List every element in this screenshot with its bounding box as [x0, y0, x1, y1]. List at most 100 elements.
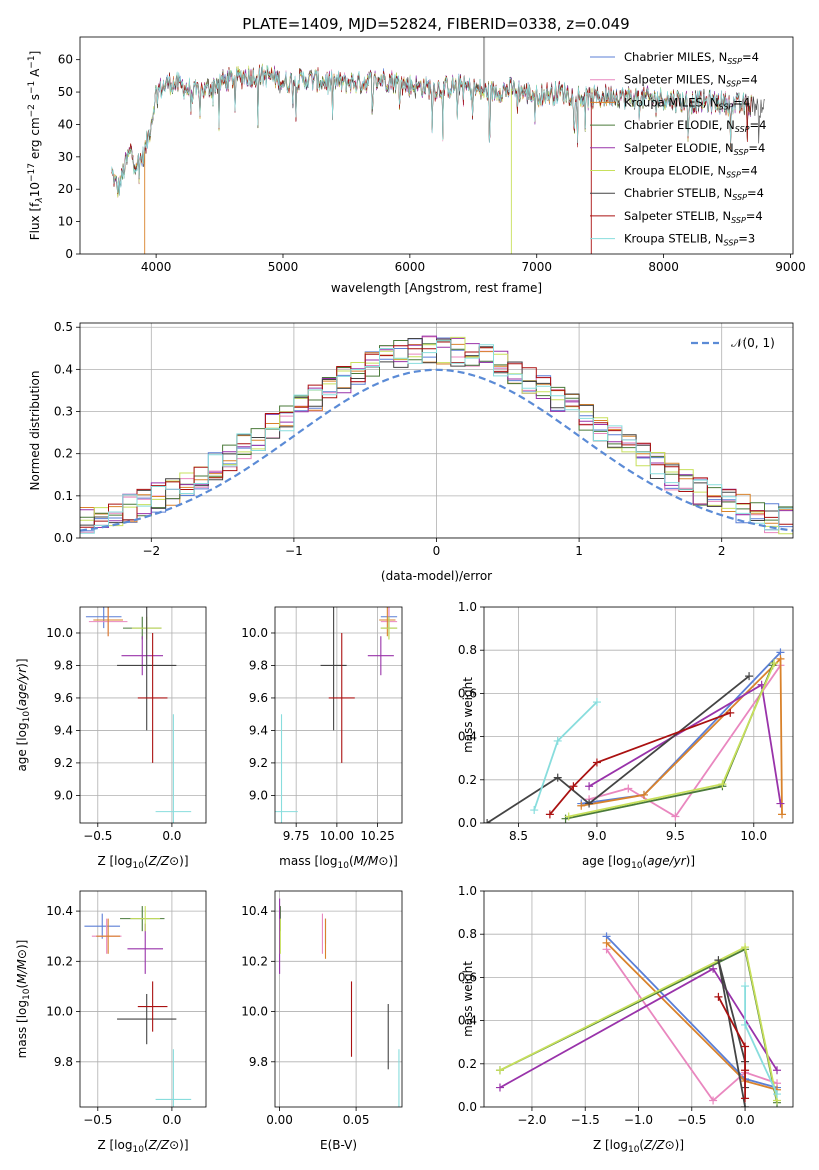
ticks: −2.0 −1.5 −1.0 −0.5 0.0 0.0 0.2 0.4 0.6 0.8 1.0	[458, 884, 755, 1127]
weight-series-kroupa-stelib	[741, 982, 782, 1099]
ticks: 9.75 10.00 10.25 9.0 9.2 9.4 9.6 9.8 10.0	[241, 626, 394, 843]
weight-point	[564, 812, 573, 821]
y-tick-label: 10.4	[46, 904, 73, 918]
plot-spectrum: 4000 5000 6000 7000 8000 9000 0 10 20 30 40 50 60 wav…	[27, 36, 806, 295]
ticks: −2 −1 0 1 2 0.0 0.1 0.2 0.3 0.4 0.5	[54, 320, 726, 558]
legend-entry: Salpeter ELODIE, NSSP=4	[624, 141, 765, 157]
y-axis-label: mass [log10(M/M⊙)]	[15, 940, 32, 1059]
y-tick-label: 9.6	[249, 691, 268, 705]
y-tick-label: 10.0	[241, 626, 268, 640]
x-axis-label: Z [log10(Z/Z⊙)]	[97, 854, 188, 871]
errorbar-chabrier-stelib	[320, 607, 347, 731]
weight-point	[530, 806, 539, 815]
legend: Chabrier MILES, NSSP=4 Salpeter MILES, NS…	[590, 50, 766, 248]
y-tick-label: 0.0	[458, 816, 477, 830]
x-axis-label: (data-model)/error	[381, 569, 492, 583]
weight-point	[741, 982, 750, 991]
weight-point	[592, 698, 601, 707]
x-tick-label: 0.0	[736, 1113, 755, 1127]
y-tick-label: 60	[58, 53, 73, 67]
x-tick-label: −0.5	[83, 1113, 112, 1127]
x-tick-label: 0.0	[162, 1113, 181, 1127]
x-axis-label: E(B-V)	[320, 1138, 357, 1152]
weight-point	[726, 708, 735, 717]
plot-area	[80, 607, 206, 823]
weight-point	[741, 1094, 750, 1103]
plot-area	[80, 891, 206, 1107]
weight-line	[717, 996, 746, 1099]
weight-point	[741, 943, 750, 952]
x-axis-label: mass [log10(M/M⊙)]	[279, 854, 398, 871]
plot-age-vs-mass: 9.75 10.00 10.25 9.0 9.2 9.4 9.6 9.8 10.0 mass [l…	[241, 606, 403, 871]
x-tick-label: 0.00	[266, 1113, 293, 1127]
x-tick-label: −0.5	[677, 1113, 706, 1127]
weight-point	[741, 1103, 750, 1107]
weight-point	[773, 1066, 782, 1075]
weight-point	[671, 812, 680, 821]
weight-point	[553, 773, 562, 782]
normal-curve	[80, 368, 793, 532]
weight-point	[639, 790, 648, 799]
weight-point	[770, 659, 779, 668]
x-tick-label: 2	[718, 544, 726, 558]
weight-point	[484, 819, 492, 823]
weight-point	[714, 956, 723, 965]
y-tick-label: 0.4	[458, 730, 477, 744]
weight-point	[495, 1066, 504, 1075]
weight-point	[495, 1083, 504, 1092]
plot-area	[275, 891, 402, 1107]
y-tick-label: 0.8	[458, 927, 477, 941]
axes-frame	[483, 606, 794, 824]
y-tick-label: 10	[58, 215, 73, 229]
weight-series-salpeter-miles	[602, 945, 782, 1105]
errorbar-salpeter-elodie	[121, 636, 164, 676]
x-axis-label: age [log10(age/yr)]	[582, 854, 695, 871]
plot-residuals: −2 −1 0 1 2 0.0 0.1 0.2 0.3 0.4 0.5 (data-model)/er…	[28, 320, 794, 583]
y-tick-label: 10.0	[241, 1005, 268, 1019]
weight-point	[718, 780, 727, 789]
x-tick-label: 0.05	[343, 1113, 370, 1127]
ticks: 4000 5000 6000 7000 8000 9000 0 10 20 30 40 50 60	[58, 53, 806, 274]
x-tick-label: 7000	[521, 260, 552, 274]
y-tick-label: 9.8	[54, 658, 73, 672]
y-tick-label: 1.0	[458, 600, 477, 614]
y-tick-label: 9.8	[249, 658, 268, 672]
y-tick-label: 0.2	[458, 773, 477, 787]
axes-frame	[274, 890, 403, 1108]
errorbar-kroupa-stelib	[155, 714, 192, 823]
y-tick-label: 9.8	[54, 1055, 73, 1069]
ticks: −0.5 0.0 9.0 9.2 9.4 9.6 9.8 10.0	[46, 626, 181, 843]
y-tick-label: 0.6	[458, 970, 477, 984]
weight-line	[605, 948, 778, 1102]
axes-border	[79, 36, 794, 255]
x-tick-label: 0	[433, 544, 441, 558]
y-tick-label: 9.0	[54, 788, 73, 802]
y-tick-label: 0.3	[54, 405, 73, 419]
y-tick-label: 40	[58, 117, 73, 131]
weight-line	[568, 662, 776, 818]
spectrum-line-kroupa-stelib	[111, 64, 747, 195]
plot-mass-vs-Z: −0.5 0.0 9.8 10.0 10.2 10.4 Z [log10(Z/Z⊙)] mas…	[15, 890, 207, 1155]
axes-frame	[79, 606, 207, 824]
legend-entry: Kroupa STELIB, NSSP=3	[624, 232, 755, 248]
weight-line	[581, 656, 783, 815]
weight-point	[776, 654, 785, 663]
weight-point	[585, 799, 594, 808]
axes-frame	[79, 890, 207, 1108]
y-tick-label: 0.0	[54, 531, 73, 545]
plot-weight-vs-Z: −2.0 −1.5 −1.0 −0.5 0.0 0.0 0.2 0.4 0.6 0.8 1.0 Z […	[458, 884, 794, 1155]
y-tick-label: 9.6	[54, 691, 73, 705]
legend-entry: Kroupa ELODIE, NSSP=4	[624, 164, 758, 180]
y-tick-label: 0.4	[458, 1014, 477, 1028]
x-tick-label: −2	[142, 544, 160, 558]
y-tick-label: 0.8	[458, 643, 477, 657]
weight-line	[588, 664, 782, 818]
weight-point	[714, 992, 723, 1001]
weight-series-chabrier-stelib	[484, 672, 754, 823]
weight-line	[581, 651, 782, 805]
y-tick-label: 0.6	[458, 686, 477, 700]
x-axis-label: wavelength [Angstrom, rest frame]	[331, 281, 542, 295]
y-tick-label: 0.0	[458, 1100, 477, 1114]
weight-line	[549, 711, 731, 815]
